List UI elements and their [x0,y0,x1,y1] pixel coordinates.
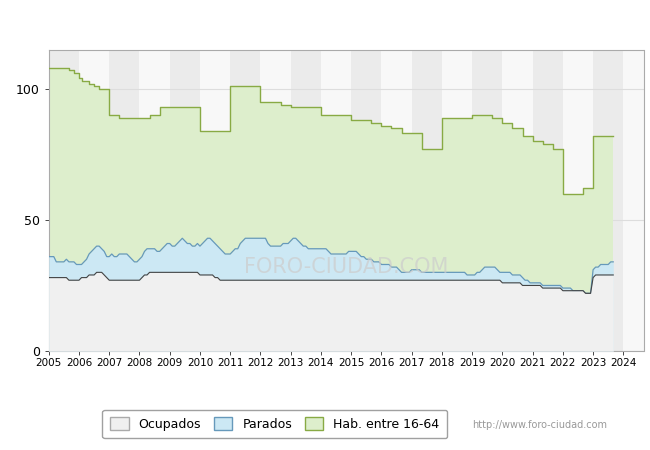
Bar [230,50,261,351]
Bar [502,50,532,351]
Bar [261,50,291,351]
Bar [411,50,442,351]
Text: http://www.foro-ciudad.com: http://www.foro-ciudad.com [472,420,607,430]
Bar [291,50,321,351]
Bar [200,50,230,351]
Bar [321,50,351,351]
Text: FORO-CIUDAD.COM: FORO-CIUDAD.COM [244,256,448,277]
Text: Revenga de Campos - Evolucion de la poblacion en edad de Trabajar Agosto de 2024: Revenga de Campos - Evolucion de la pobl… [14,13,636,28]
Bar [442,50,472,351]
Bar [472,50,502,351]
Bar [351,50,382,351]
Bar [532,50,563,351]
Bar [593,50,623,351]
Bar [563,50,593,351]
Bar [109,50,140,351]
Bar [382,50,411,351]
Bar [79,50,109,351]
Bar [49,50,79,351]
Bar [623,50,650,351]
Legend: Ocupados, Parados, Hab. entre 16-64: Ocupados, Parados, Hab. entre 16-64 [103,410,447,438]
Bar [140,50,170,351]
Bar [170,50,200,351]
